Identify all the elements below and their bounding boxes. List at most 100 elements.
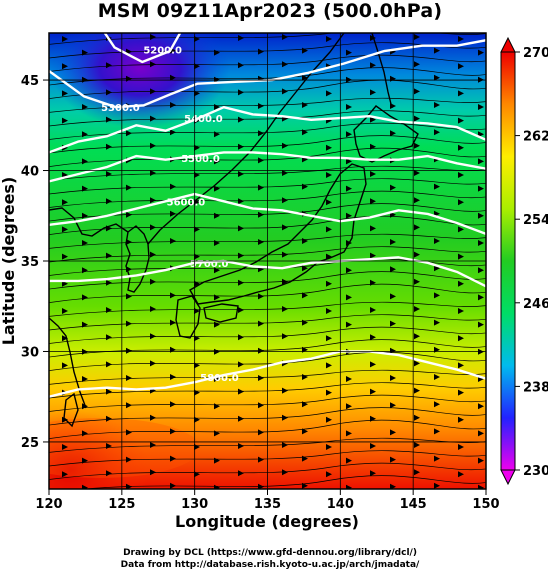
flow-arrow (82, 104, 88, 110)
flow-arrow (346, 131, 352, 138)
flow-arrow (238, 415, 244, 422)
flow-arrow (414, 306, 420, 312)
flow-arrow (170, 455, 176, 462)
flow-arrow (238, 443, 244, 449)
flow-arrow (150, 170, 156, 176)
flow-arrow (126, 184, 132, 191)
flow-arrow (106, 334, 112, 341)
flow-arrow (478, 185, 484, 192)
flow-arrow (282, 387, 288, 394)
flow-arrow (434, 238, 440, 244)
flow-arrow (194, 471, 200, 478)
flow-arrow (458, 36, 464, 42)
flow-arrow (238, 361, 244, 368)
flow-arrow (326, 444, 332, 450)
flow-arrow (414, 333, 420, 340)
flow-arrow (62, 199, 68, 206)
flow-arrow (126, 293, 132, 300)
streamline (49, 135, 486, 154)
flow-arrow (194, 36, 200, 42)
flow-arrow (370, 89, 376, 96)
flow-arrow (414, 387, 420, 394)
flow-arrow (414, 170, 420, 176)
flow-arrow (238, 388, 244, 395)
flow-arrow (62, 471, 68, 478)
flow-arrow (170, 74, 176, 81)
y-tick-label: 30 (21, 345, 39, 360)
flow-arrow (390, 402, 396, 409)
colorbar-tick-label: 270 (523, 46, 548, 61)
flow-arrow (62, 308, 68, 314)
flow-arrow (326, 389, 332, 396)
flow-arrow (194, 444, 200, 450)
streamline (49, 437, 486, 453)
flow-arrow (302, 102, 308, 108)
flow-arrow (194, 226, 200, 233)
flow-arrow (302, 183, 308, 190)
flow-arrow (258, 320, 264, 327)
flow-arrow (346, 457, 352, 464)
flow-arrow (106, 307, 112, 313)
flow-arrow (82, 457, 88, 464)
map-panel: 5200.0 5300.0 5400.0 5500.0 5600.0 5700.0 5800… (49, 33, 486, 489)
flow-arrow (414, 278, 420, 285)
cold-core (50, 33, 230, 128)
flow-arrow (458, 63, 464, 70)
flow-arrow (346, 484, 352, 489)
colorbar: 230 238 246 254 262 270 (500, 36, 548, 486)
flow-arrow (458, 117, 464, 124)
flow-arrow (170, 238, 176, 244)
flow-arrow (302, 455, 308, 462)
flow-arrow (458, 416, 464, 423)
streamline (49, 419, 486, 440)
flow-arrow (458, 389, 464, 396)
flow-arrow (346, 49, 352, 56)
contour-line (103, 33, 182, 64)
flow-arrow (346, 185, 352, 192)
flow-arrow (170, 183, 176, 190)
streamline (49, 190, 486, 208)
flow-arrow (346, 376, 352, 382)
streamline (49, 326, 486, 344)
streamline (49, 407, 486, 426)
flow-arrow (478, 240, 484, 246)
contour-label: 5600.0 (167, 197, 206, 208)
flow-arrow (214, 484, 220, 489)
flow-arrow (238, 143, 244, 150)
flow-arrow (302, 47, 308, 54)
flow-arrow (106, 361, 112, 368)
flow-arrow (214, 240, 220, 246)
flow-arrow (458, 280, 464, 287)
flow-arrow (478, 457, 484, 464)
flow-arrow (282, 251, 288, 258)
flow-arrow (170, 319, 176, 326)
streamline (49, 462, 486, 480)
flow-arrow (106, 171, 112, 177)
flow-arrow (326, 471, 332, 478)
flow-arrow (214, 158, 220, 165)
flow-arrow (370, 198, 376, 205)
x-tick-label: 125 (108, 497, 135, 512)
flow-arrow (458, 253, 464, 260)
flow-arrow (346, 267, 352, 274)
streamline (49, 394, 486, 412)
colorbar-tick-label: 262 (523, 130, 548, 145)
shikoku-coastline (203, 303, 239, 323)
flow-arrow (150, 278, 156, 285)
flow-arrow (478, 267, 484, 274)
flow-arrow (194, 144, 200, 151)
flow-arrow (82, 131, 88, 138)
flow-arrow (478, 158, 484, 165)
flow-arrow (150, 34, 156, 40)
flow-arrow (478, 403, 484, 410)
flow-arrow (150, 61, 156, 68)
flow-arrow (390, 130, 396, 137)
flow-arrow (370, 225, 376, 232)
streamline (49, 147, 486, 168)
flow-arrow (214, 131, 220, 138)
flow-arrow (326, 335, 332, 342)
flow-arrow (214, 267, 220, 274)
flow-arrow (414, 88, 420, 95)
flow-arrow (214, 49, 220, 56)
contour-label: 5700.0 (190, 259, 229, 270)
